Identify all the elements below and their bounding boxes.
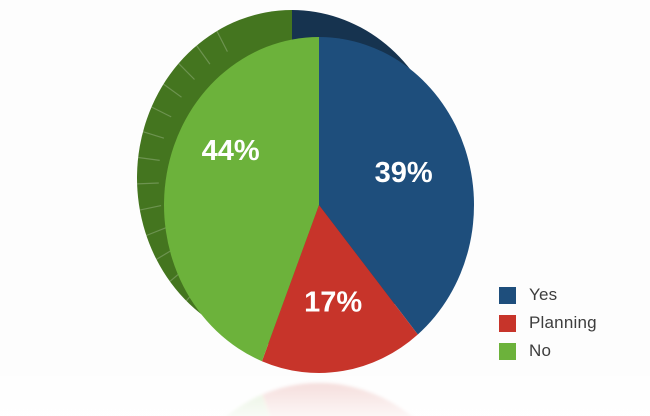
slice-label-yes: 39% (375, 157, 433, 189)
rim-facet-line (142, 131, 165, 139)
legend-item-yes: Yes (499, 286, 597, 304)
slice-label-no: 44% (202, 135, 260, 167)
legend-item-planning: Planning (499, 314, 597, 332)
reflection-fade-overlay (0, 376, 650, 416)
pie-slice-yes (319, 37, 475, 335)
rim-facet-line (138, 156, 160, 161)
pie-slice-planning (261, 205, 418, 373)
rim-facet-line (139, 205, 162, 211)
rim-facet-line (163, 83, 182, 98)
rim-facet-line (151, 106, 172, 118)
legend-swatch-planning (499, 314, 516, 332)
rim-facet-line (178, 62, 195, 80)
rim-facet-line (216, 30, 228, 52)
legend-label-yes: Yes (529, 285, 558, 304)
chart-legend: Yes Planning No (499, 286, 597, 360)
pie-3d-group: 39% 17% 44% (137, 10, 475, 373)
legend-label-no: No (529, 341, 552, 360)
rim-facet-line (146, 226, 167, 237)
pie-slice-no (164, 37, 319, 362)
legend-label-planning: Planning (529, 313, 597, 332)
rim-facet-line (196, 45, 211, 65)
rim-facet-line (137, 182, 159, 185)
slice-label-planning: 17% (304, 286, 362, 318)
legend-swatch-yes (499, 286, 516, 304)
legend-item-no: No (499, 342, 597, 360)
legend-swatch-no (499, 342, 516, 360)
